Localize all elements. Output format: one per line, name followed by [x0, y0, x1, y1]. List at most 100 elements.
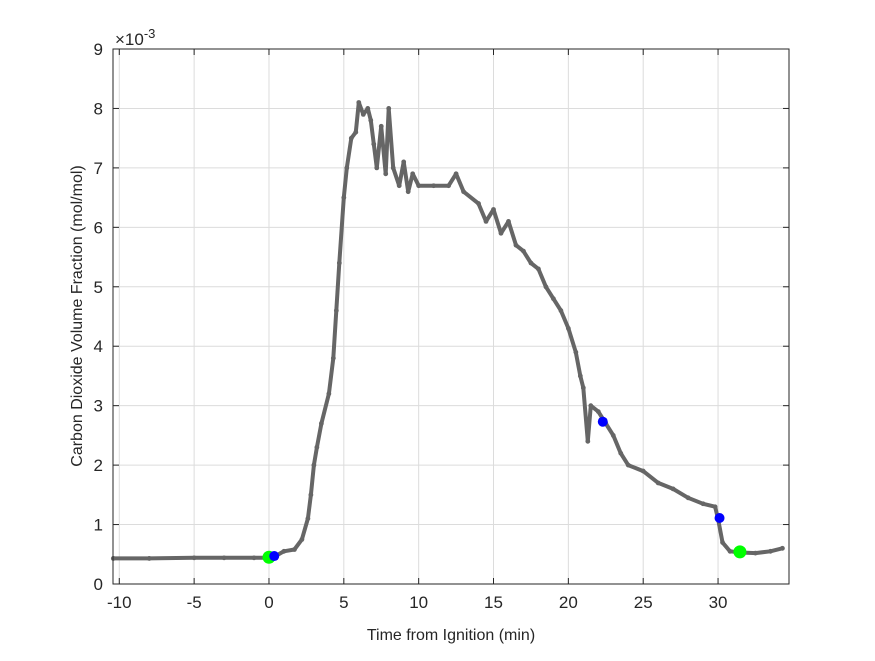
y-axis-label: Carbon Dioxide Volume Fraction (mol/mol): [69, 165, 86, 466]
data-point: [483, 218, 489, 224]
x-tick-label: 0: [264, 593, 273, 612]
data-point: [476, 201, 481, 206]
data-point: [305, 516, 311, 522]
x-tick-label: -5: [187, 593, 202, 612]
data-point: [580, 385, 586, 391]
data-point: [251, 555, 257, 561]
data-point: [318, 421, 324, 426]
data-point: [712, 504, 718, 510]
data-point: [640, 468, 646, 474]
data-point: [314, 444, 320, 450]
x-tick-label: -10: [107, 593, 132, 612]
data-point: [221, 555, 227, 561]
data-point: [330, 355, 336, 361]
data-point: [326, 391, 332, 397]
data-point: [550, 296, 556, 302]
data-point: [365, 106, 371, 111]
data-point: [308, 492, 314, 498]
data-point: [565, 325, 571, 331]
event-marker: [597, 416, 608, 427]
data-point: [378, 123, 384, 129]
data-point: [685, 495, 691, 501]
data-point: [573, 349, 579, 355]
x-axis-label: Time from Ignition (min): [367, 627, 535, 644]
data-point: [577, 373, 583, 379]
data-point: [610, 432, 616, 438]
data-point: [341, 195, 347, 201]
data-point: [558, 308, 564, 313]
data-point: [461, 189, 466, 195]
data-point: [513, 242, 519, 248]
data-point: [356, 100, 362, 105]
data-point: [536, 266, 541, 272]
data-point: [416, 183, 422, 189]
data-point: [299, 537, 305, 542]
markers-layer: [262, 416, 747, 564]
data-point: [311, 462, 317, 468]
x-tick-label: 5: [339, 593, 348, 612]
data-point: [585, 438, 591, 444]
y-tick-label: 6: [94, 218, 103, 237]
data-point: [383, 171, 389, 177]
data-point: [506, 218, 511, 224]
data-point: [348, 135, 354, 141]
y-tick-label: 0: [94, 575, 103, 594]
data-point: [344, 165, 350, 171]
data-point: [700, 501, 706, 507]
data-point: [498, 230, 504, 236]
data-point: [292, 547, 297, 552]
y-tick-label: 2: [94, 456, 103, 475]
y-tick-label: 8: [94, 99, 103, 118]
data-point: [491, 207, 496, 212]
data-point: [618, 450, 624, 456]
data-point: [146, 556, 152, 561]
data-point: [191, 555, 197, 561]
y-exponent-label: ×10-3: [115, 26, 155, 49]
data-point: [543, 284, 549, 290]
data-point: [595, 409, 601, 415]
plot-area: [113, 49, 789, 584]
data-point: [720, 539, 725, 545]
data-point: [655, 480, 661, 486]
data-point: [446, 183, 452, 189]
axes-box: [112, 48, 790, 585]
series-layer: [110, 100, 785, 561]
data-point: [588, 403, 594, 409]
x-tick-label: 30: [709, 593, 728, 612]
data-point: [780, 545, 785, 551]
start-end-marker: [733, 545, 747, 559]
data-point: [431, 183, 437, 189]
ticks: -10 -5 0 5 10 15 20 25 30 0 1 2 3 4 5 6 7 8 9: [94, 40, 789, 612]
y-tick-label: 4: [94, 337, 103, 356]
data-point: [453, 171, 459, 177]
data-point: [768, 548, 773, 554]
data-point: [625, 462, 631, 468]
y-tick-label: 1: [94, 516, 103, 535]
data-point: [333, 308, 339, 313]
data-point: [374, 165, 380, 171]
data-point: [528, 260, 534, 266]
y-tick-label: 3: [94, 397, 103, 416]
data-point: [753, 550, 758, 556]
data-point: [368, 117, 374, 123]
x-tick-label: 15: [484, 593, 503, 612]
data-point: [410, 171, 416, 177]
data-point: [371, 141, 377, 147]
data-point: [727, 548, 733, 554]
y-tick-label: 5: [94, 278, 103, 297]
x-tick-label: 10: [409, 593, 428, 612]
data-point: [336, 260, 342, 266]
co2-series-line: [111, 100, 785, 561]
data-point: [386, 106, 392, 111]
event-marker: [714, 513, 725, 524]
data-point: [670, 486, 676, 492]
grid: [113, 48, 789, 585]
x-tick-label: 25: [634, 593, 653, 612]
data-point: [360, 111, 366, 117]
data-point: [396, 183, 402, 189]
x-tick-label: 20: [559, 593, 578, 612]
y-tick-label: 7: [94, 159, 103, 178]
data-point: [405, 189, 411, 195]
